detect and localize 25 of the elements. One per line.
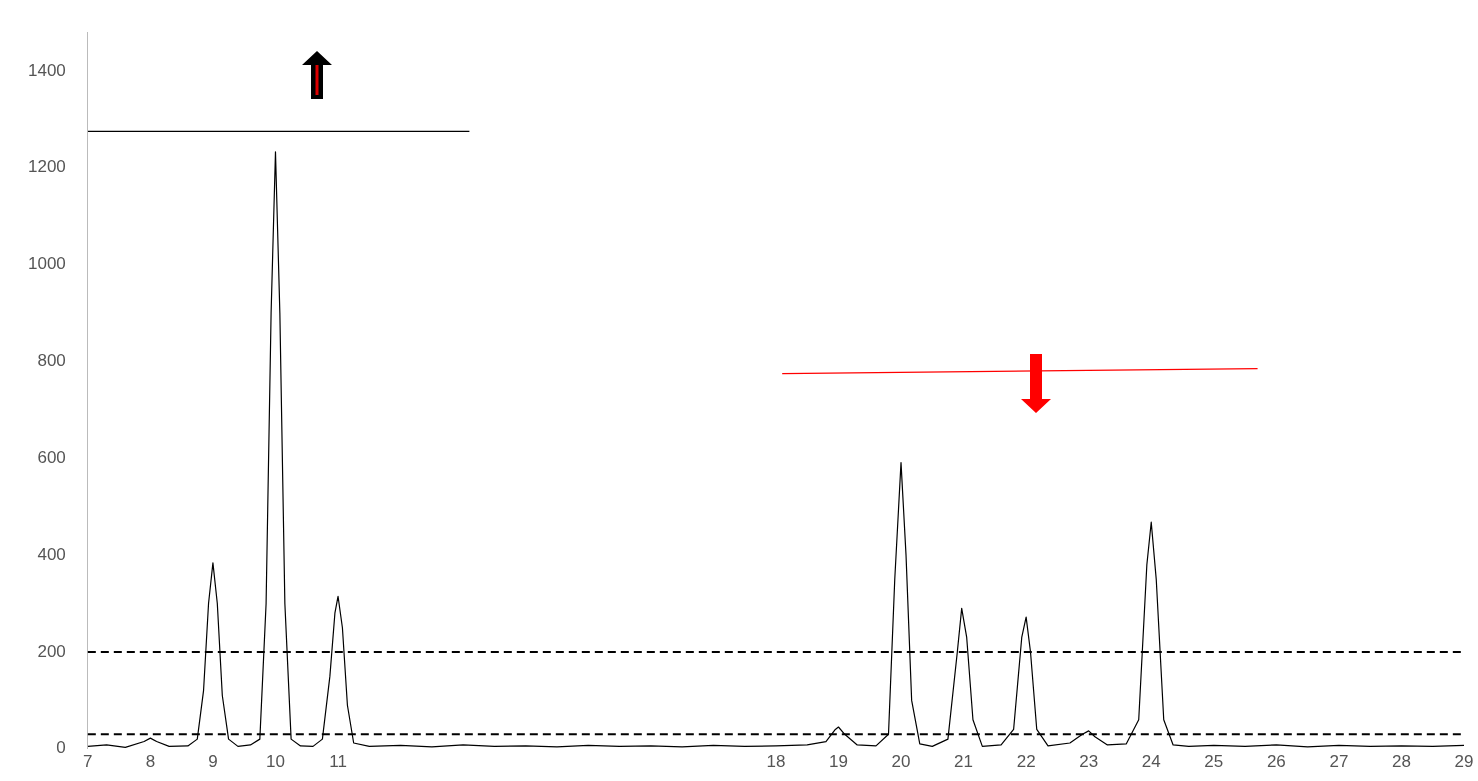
x-tick-label: 27 (1329, 751, 1349, 771)
x-tick-label: 22 (1016, 751, 1036, 771)
x-tick-label: 26 (1266, 751, 1286, 771)
x-tick-label: 28 (1391, 751, 1411, 771)
y-tick-label: 200 (37, 641, 66, 661)
x-tick-label: 10 (266, 751, 285, 771)
y-tick-label: 1000 (27, 254, 66, 274)
y-tick-label: 0 (56, 738, 66, 758)
y-tick-label: 400 (37, 544, 66, 564)
x-tick-label: 29 (1454, 751, 1474, 771)
x-tick-label: 8 (145, 751, 156, 771)
x-tick-label: 7 (83, 751, 93, 771)
x-tick-label: 9 (208, 751, 218, 771)
x-tick-label: 18 (766, 751, 786, 771)
x-tick-label: 11 (329, 751, 347, 771)
x-tick-label: 24 (1141, 751, 1161, 771)
y-tick-label: 1200 (27, 157, 66, 177)
x-tick-label: 21 (954, 751, 974, 771)
x-tick-label: 19 (829, 751, 848, 771)
y-tick-label: 1400 (27, 60, 66, 80)
y-tick-label: 800 (37, 351, 66, 371)
x-tick-label: 20 (891, 751, 911, 771)
x-tick-label: 25 (1204, 751, 1224, 771)
y-tick-label: 600 (37, 447, 66, 467)
x-tick-label: 23 (1079, 751, 1099, 771)
